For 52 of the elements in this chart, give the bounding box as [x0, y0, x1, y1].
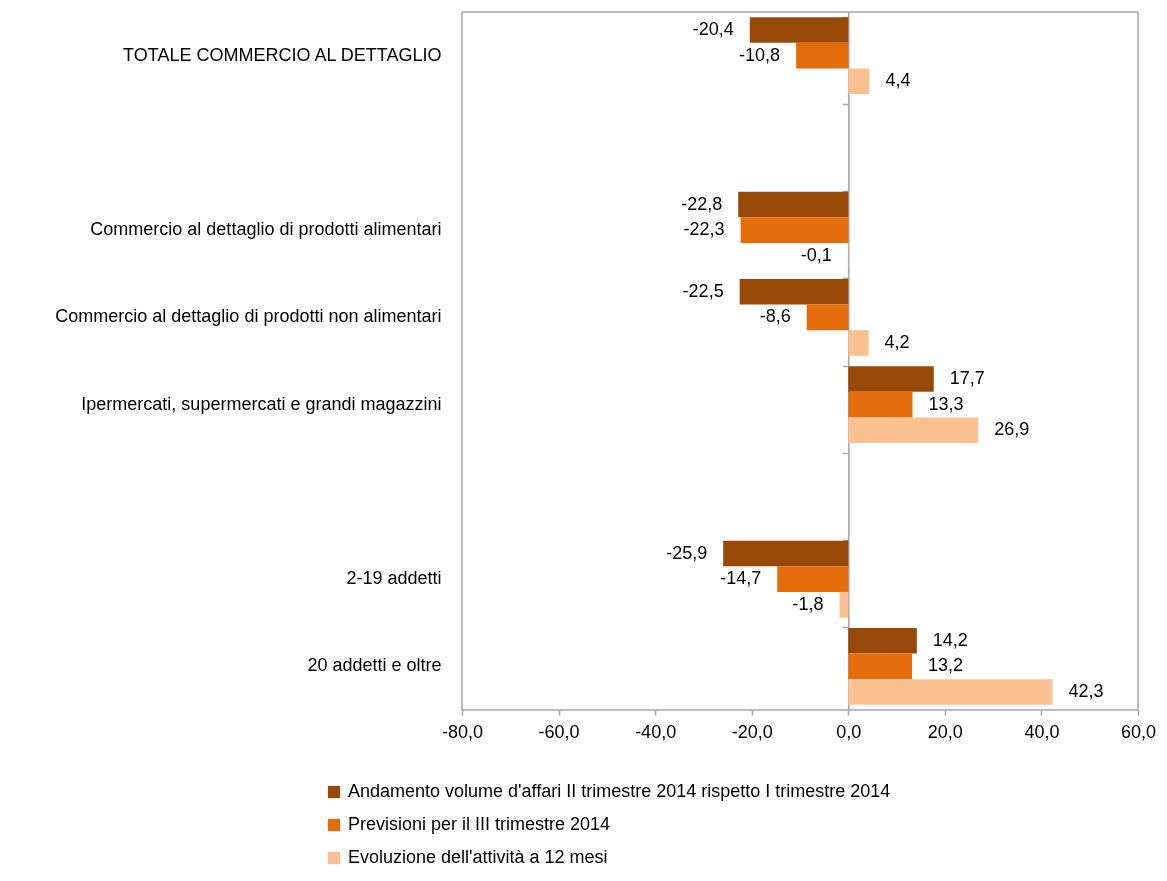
bar — [848, 68, 870, 95]
data-label: -22,5 — [682, 280, 724, 301]
y-tick-label: Ipermercati, supermercati e grandi magazzini — [81, 393, 442, 414]
data-label: 14,2 — [932, 629, 968, 650]
bar — [796, 42, 849, 69]
bar — [848, 391, 913, 418]
data-label: 4,4 — [885, 70, 911, 91]
y-tick-label: TOTALE COMMERCIO AL DETTAGLIO — [123, 44, 442, 65]
data-label: -22,3 — [683, 219, 725, 240]
data-label: 13,2 — [928, 655, 964, 676]
bar — [806, 304, 849, 331]
legend-label: Evoluzione dell'attività a 12 mesi — [348, 847, 608, 867]
y-tick-label: Commercio al dettaglio di prodotti alimentari — [90, 219, 442, 240]
data-label: -14,7 — [720, 568, 762, 589]
x-tick-label: 0,0 — [836, 721, 862, 742]
x-tick-label: 20,0 — [927, 721, 963, 742]
y-tick-label: 20 addetti e oltre — [307, 655, 442, 676]
data-label: -10,8 — [739, 44, 781, 65]
y-tick-label: 2-19 addetti — [346, 568, 442, 589]
bar — [740, 217, 849, 243]
data-label: 13,3 — [928, 393, 964, 414]
data-label: -0,1 — [800, 244, 832, 265]
x-tick-label: 40,0 — [1024, 721, 1060, 742]
data-label: -20,4 — [692, 19, 734, 40]
data-label: -25,9 — [666, 542, 708, 563]
bar — [848, 417, 979, 444]
data-label: 26,9 — [994, 419, 1030, 440]
y-tick-label: Commercio al dettaglio di prodotti non alimentari — [55, 306, 442, 327]
data-label: -8,6 — [759, 306, 791, 327]
x-tick-label: -40,0 — [635, 721, 677, 742]
data-label: 17,7 — [949, 368, 985, 389]
bar — [739, 278, 849, 305]
x-tick-label: -60,0 — [538, 721, 580, 742]
bar — [848, 627, 917, 654]
bar — [848, 330, 869, 356]
data-label: -1,8 — [792, 593, 824, 614]
bar — [749, 17, 849, 43]
legend-label: Andamento volume d'affari II trimestre 2014 rispetto I trimestre 2014 — [348, 781, 891, 801]
data-label: 42,3 — [1068, 680, 1104, 701]
x-tick-label: -80,0 — [441, 721, 484, 742]
data-label: -22,8 — [681, 193, 723, 214]
bar — [777, 566, 849, 592]
bar — [839, 591, 849, 618]
legend-label: Previsioni per il III trimestre 2014 — [348, 814, 611, 834]
x-tick-label: -20,0 — [731, 721, 773, 742]
data-label: 4,2 — [884, 331, 910, 352]
bar — [848, 679, 1053, 705]
bar — [723, 540, 849, 567]
x-tick-label: 60,0 — [1120, 721, 1157, 742]
bar — [738, 191, 849, 218]
bar — [848, 653, 913, 680]
bar — [848, 366, 934, 392]
